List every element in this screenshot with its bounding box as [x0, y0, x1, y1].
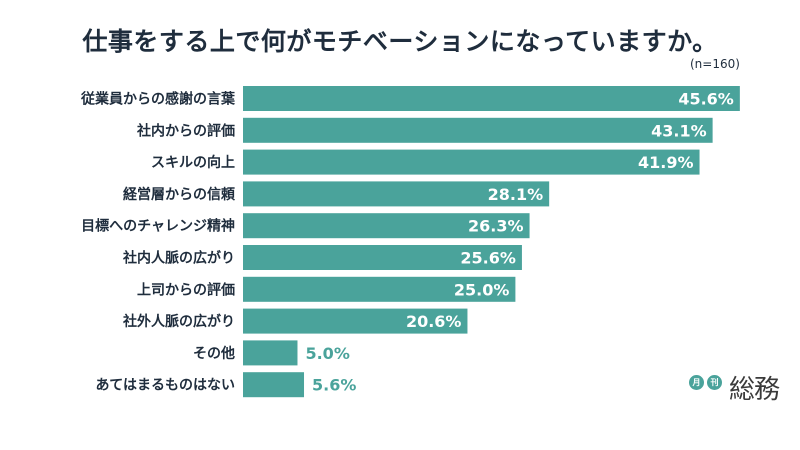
bar [243, 372, 305, 398]
category-label: 従業員からの感謝の言葉 [80, 91, 236, 108]
bar [243, 308, 468, 334]
value-label: 25.6% [460, 249, 516, 268]
category-label: あてはまるものはない [96, 378, 235, 394]
bar [243, 213, 530, 239]
category-label: 社内からの評価 [136, 122, 235, 139]
value-label: 28.1% [488, 185, 544, 204]
value-label: 5.6% [312, 376, 356, 395]
value-label: 26.3% [468, 217, 524, 236]
chart-title: 仕事をする上で何がモチベーションになっていますか。 [82, 27, 718, 56]
value-label: 45.6% [678, 90, 734, 109]
category-label: 経営層からの信頼 [123, 186, 236, 203]
bar [243, 117, 713, 143]
bar [243, 276, 516, 302]
bar [243, 86, 740, 111]
value-label: 20.6% [406, 312, 462, 331]
bar [243, 149, 700, 175]
logo-name: 総務 [729, 375, 780, 405]
bar [243, 340, 298, 366]
value-label: 41.9% [638, 153, 694, 172]
sample-size-note: (n=160) [690, 57, 740, 71]
value-label: 43.1% [651, 121, 707, 140]
value-label: 25.0% [454, 280, 510, 299]
category-label: その他 [193, 345, 235, 362]
bar [243, 245, 522, 270]
category-label: 目標へのチャレンジ精神 [81, 218, 235, 235]
logo-badge-monthly: 月 [689, 375, 704, 390]
category-label: 社内人脈の広がり [122, 250, 235, 267]
category-label: 社外人脈の広がり [122, 313, 235, 330]
publication-logo: 月 刊 総務 [689, 369, 789, 409]
category-label: スキルの向上 [151, 154, 235, 171]
value-label: 5.0% [305, 344, 349, 363]
bar [243, 181, 550, 207]
logo-badge-edition: 刊 [707, 375, 722, 390]
category-label: 上司からの評価 [137, 281, 235, 298]
